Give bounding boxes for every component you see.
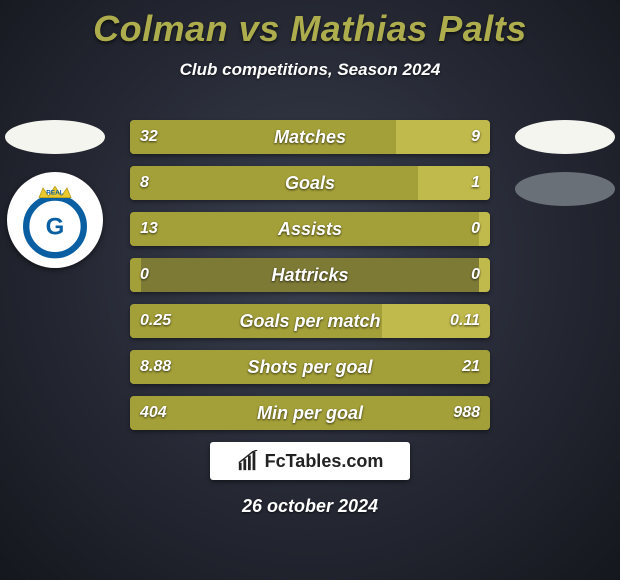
stat-row: 0 0Hattricks <box>130 258 490 292</box>
svg-text:G: G <box>46 213 65 240</box>
player-right-photo-placeholder <box>515 120 615 154</box>
stat-value-left: 0.25 <box>140 312 171 330</box>
player-left-photo-placeholder <box>5 120 105 154</box>
club-crest-icon: G REAL <box>15 180 95 260</box>
stat-bar-left-fill <box>130 166 418 200</box>
stat-bar-left-fill <box>130 212 479 246</box>
stat-value-left: 8 <box>140 174 149 192</box>
stat-row: 404988Min per goal <box>130 396 490 430</box>
stat-value-left: 0 <box>140 266 149 284</box>
stat-value-left: 32 <box>140 128 158 146</box>
stat-value-right: 0.11 <box>450 312 480 330</box>
stat-row: 0.250.11Goals per match <box>130 304 490 338</box>
stat-value-right: 1 <box>471 174 480 192</box>
comparison-title: Colman vs Mathias Palts <box>0 0 620 50</box>
comparison-subtitle: Club competitions, Season 2024 <box>0 60 620 80</box>
stat-bar-left-fill <box>130 396 490 430</box>
stat-row: 8.8821Shots per goal <box>130 350 490 384</box>
brand-badge: FcTables.com <box>210 442 410 480</box>
stats-bars-container: 329Matches81Goals130Assists00Hattricks0.… <box>130 120 490 442</box>
stat-bar-right-fill <box>479 258 490 292</box>
stat-bar-right-fill <box>479 212 490 246</box>
stat-bar-left-fill <box>130 350 490 384</box>
stat-value-right: 988 <box>453 404 480 422</box>
stat-bar-left-fill <box>130 120 396 154</box>
stat-value-right: 21 <box>462 358 480 376</box>
player-right-column <box>510 120 620 224</box>
stat-value-left: 8.88 <box>140 358 171 376</box>
stat-value-right: 0 <box>471 220 480 238</box>
player-left-club-badge: G REAL <box>7 172 103 268</box>
stat-value-right: 9 <box>471 128 480 146</box>
svg-text:REAL: REAL <box>46 189 63 196</box>
comparison-date: 26 october 2024 <box>0 496 620 517</box>
stat-row: 130Assists <box>130 212 490 246</box>
stat-value-left: 13 <box>140 220 158 238</box>
stat-label: Hattricks <box>130 265 490 286</box>
stat-row: 329Matches <box>130 120 490 154</box>
stat-value-right: 0 <box>471 266 480 284</box>
stat-value-left: 404 <box>140 404 167 422</box>
brand-chart-icon <box>237 450 259 472</box>
brand-text: FcTables.com <box>265 451 384 472</box>
player-right-club-placeholder <box>515 172 615 206</box>
player-left-column: G REAL <box>0 120 110 268</box>
stat-row: 81Goals <box>130 166 490 200</box>
